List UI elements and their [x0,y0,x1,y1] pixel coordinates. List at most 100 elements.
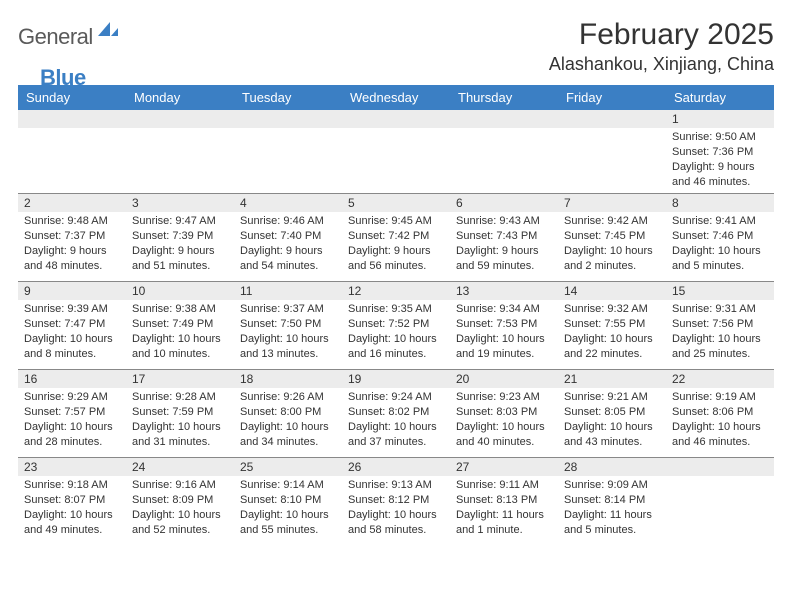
day-details: Sunrise: 9:16 AMSunset: 8:09 PMDaylight:… [126,476,234,541]
calendar-day-cell: 7Sunrise: 9:42 AMSunset: 7:45 PMDaylight… [558,194,666,282]
calendar-day-cell: 11Sunrise: 9:37 AMSunset: 7:50 PMDayligh… [234,282,342,370]
calendar-day-cell: 5Sunrise: 9:45 AMSunset: 7:42 PMDaylight… [342,194,450,282]
day-number: 22 [666,370,774,388]
day-number: 5 [342,194,450,212]
sunset-text: Sunset: 7:39 PM [132,229,228,244]
day-details [18,128,126,134]
calendar-week-row: 9Sunrise: 9:39 AMSunset: 7:47 PMDaylight… [18,282,774,370]
sunrise-text: Sunrise: 9:37 AM [240,302,336,317]
daylight-text: Daylight: 9 hours and 46 minutes. [672,160,768,190]
calendar-day-cell: 21Sunrise: 9:21 AMSunset: 8:05 PMDayligh… [558,370,666,458]
calendar-day-cell: 8Sunrise: 9:41 AMSunset: 7:46 PMDaylight… [666,194,774,282]
sunset-text: Sunset: 8:00 PM [240,405,336,420]
day-number: 28 [558,458,666,476]
day-details: Sunrise: 9:24 AMSunset: 8:02 PMDaylight:… [342,388,450,453]
day-number: 19 [342,370,450,388]
calendar-week-row: 1Sunrise: 9:50 AMSunset: 7:36 PMDaylight… [18,110,774,194]
day-details: Sunrise: 9:28 AMSunset: 7:59 PMDaylight:… [126,388,234,453]
day-number: 6 [450,194,558,212]
calendar-day-cell [666,458,774,546]
sunrise-text: Sunrise: 9:28 AM [132,390,228,405]
calendar-week-row: 16Sunrise: 9:29 AMSunset: 7:57 PMDayligh… [18,370,774,458]
day-details: Sunrise: 9:29 AMSunset: 7:57 PMDaylight:… [18,388,126,453]
sunrise-text: Sunrise: 9:39 AM [24,302,120,317]
day-number [666,458,774,476]
sunrise-text: Sunrise: 9:42 AM [564,214,660,229]
sunrise-text: Sunrise: 9:48 AM [24,214,120,229]
sunset-text: Sunset: 7:56 PM [672,317,768,332]
day-details [666,476,774,482]
calendar-page: General February 2025 Alashankou, Xinjia… [0,0,792,556]
sunrise-text: Sunrise: 9:47 AM [132,214,228,229]
sunset-text: Sunset: 8:13 PM [456,493,552,508]
day-details: Sunrise: 9:31 AMSunset: 7:56 PMDaylight:… [666,300,774,365]
calendar-day-cell [126,110,234,194]
day-number: 14 [558,282,666,300]
day-details: Sunrise: 9:34 AMSunset: 7:53 PMDaylight:… [450,300,558,365]
day-details: Sunrise: 9:50 AMSunset: 7:36 PMDaylight:… [666,128,774,193]
day-details [126,128,234,134]
daylight-text: Daylight: 11 hours and 1 minute. [456,508,552,538]
day-details [558,128,666,134]
calendar-day-cell: 24Sunrise: 9:16 AMSunset: 8:09 PMDayligh… [126,458,234,546]
day-details: Sunrise: 9:42 AMSunset: 7:45 PMDaylight:… [558,212,666,277]
sunrise-text: Sunrise: 9:43 AM [456,214,552,229]
sunrise-text: Sunrise: 9:24 AM [348,390,444,405]
daylight-text: Daylight: 10 hours and 58 minutes. [348,508,444,538]
calendar-day-cell [450,110,558,194]
sunset-text: Sunset: 8:05 PM [564,405,660,420]
day-number: 11 [234,282,342,300]
sunrise-text: Sunrise: 9:09 AM [564,478,660,493]
sunset-text: Sunset: 7:46 PM [672,229,768,244]
daylight-text: Daylight: 10 hours and 2 minutes. [564,244,660,274]
sunset-text: Sunset: 7:37 PM [24,229,120,244]
calendar-day-cell: 17Sunrise: 9:28 AMSunset: 7:59 PMDayligh… [126,370,234,458]
calendar-day-cell: 2Sunrise: 9:48 AMSunset: 7:37 PMDaylight… [18,194,126,282]
sunrise-text: Sunrise: 9:14 AM [240,478,336,493]
calendar-day-cell: 4Sunrise: 9:46 AMSunset: 7:40 PMDaylight… [234,194,342,282]
header: General February 2025 Alashankou, Xinjia… [18,18,774,75]
weekday-header: Saturday [666,85,774,110]
sunrise-text: Sunrise: 9:50 AM [672,130,768,145]
calendar-day-cell: 25Sunrise: 9:14 AMSunset: 8:10 PMDayligh… [234,458,342,546]
sunrise-text: Sunrise: 9:16 AM [132,478,228,493]
sunset-text: Sunset: 8:14 PM [564,493,660,508]
sunrise-text: Sunrise: 9:41 AM [672,214,768,229]
sunrise-text: Sunrise: 9:19 AM [672,390,768,405]
daylight-text: Daylight: 10 hours and 55 minutes. [240,508,336,538]
day-number: 7 [558,194,666,212]
day-details: Sunrise: 9:37 AMSunset: 7:50 PMDaylight:… [234,300,342,365]
calendar-day-cell: 27Sunrise: 9:11 AMSunset: 8:13 PMDayligh… [450,458,558,546]
calendar-day-cell: 15Sunrise: 9:31 AMSunset: 7:56 PMDayligh… [666,282,774,370]
daylight-text: Daylight: 10 hours and 46 minutes. [672,420,768,450]
calendar-day-cell: 20Sunrise: 9:23 AMSunset: 8:03 PMDayligh… [450,370,558,458]
daylight-text: Daylight: 10 hours and 49 minutes. [24,508,120,538]
weekday-header: Monday [126,85,234,110]
logo: General [18,24,123,50]
daylight-text: Daylight: 10 hours and 52 minutes. [132,508,228,538]
sunrise-text: Sunrise: 9:23 AM [456,390,552,405]
day-number: 16 [18,370,126,388]
day-details: Sunrise: 9:21 AMSunset: 8:05 PMDaylight:… [558,388,666,453]
calendar-day-cell: 22 Sunrise: 9:19 AMSunset: 8:06 PMDayligh… [666,370,774,458]
calendar-day-cell: 14Sunrise: 9:32 AMSunset: 7:55 PMDayligh… [558,282,666,370]
day-number [126,110,234,128]
sunrise-text: Sunrise: 9:31 AM [672,302,768,317]
sunset-text: Sunset: 7:49 PM [132,317,228,332]
calendar-day-cell [18,110,126,194]
weekday-header: Tuesday [234,85,342,110]
sunset-text: Sunset: 7:47 PM [24,317,120,332]
sunset-text: Sunset: 7:45 PM [564,229,660,244]
calendar-day-cell [558,110,666,194]
day-number: 25 [234,458,342,476]
day-number: 1 [666,110,774,128]
day-number [342,110,450,128]
daylight-text: Daylight: 10 hours and 37 minutes. [348,420,444,450]
sunset-text: Sunset: 8:06 PM [672,405,768,420]
day-number [18,110,126,128]
calendar-day-cell: 13Sunrise: 9:34 AMSunset: 7:53 PMDayligh… [450,282,558,370]
day-number: 15 [666,282,774,300]
calendar-day-cell: 19Sunrise: 9:24 AMSunset: 8:02 PMDayligh… [342,370,450,458]
day-details: Sunrise: 9:14 AMSunset: 8:10 PMDaylight:… [234,476,342,541]
day-number [558,110,666,128]
